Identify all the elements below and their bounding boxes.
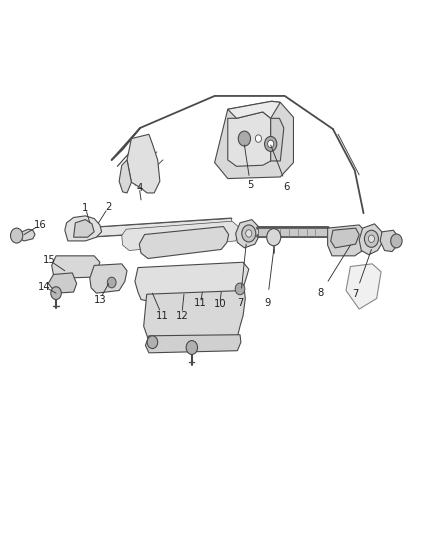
Text: 13: 13: [94, 295, 106, 304]
Polygon shape: [74, 220, 94, 237]
Polygon shape: [48, 273, 77, 293]
Text: 10: 10: [214, 299, 226, 309]
Text: 12: 12: [175, 311, 188, 320]
Circle shape: [267, 229, 281, 246]
Polygon shape: [228, 112, 271, 166]
Text: 14: 14: [39, 282, 51, 292]
Polygon shape: [127, 134, 160, 193]
Circle shape: [11, 228, 23, 243]
Circle shape: [51, 287, 61, 300]
Polygon shape: [144, 290, 245, 341]
Text: 7: 7: [237, 298, 243, 308]
Polygon shape: [119, 160, 131, 193]
Polygon shape: [258, 228, 328, 236]
Circle shape: [246, 230, 252, 237]
Text: 9: 9: [264, 298, 270, 308]
Text: 4: 4: [136, 183, 142, 192]
Circle shape: [238, 131, 251, 146]
Polygon shape: [52, 256, 100, 278]
Circle shape: [255, 135, 261, 142]
Text: 15: 15: [42, 255, 56, 265]
Circle shape: [242, 225, 256, 242]
Polygon shape: [17, 229, 35, 241]
Polygon shape: [236, 220, 259, 248]
Text: 7: 7: [353, 289, 359, 299]
Polygon shape: [346, 264, 381, 309]
Polygon shape: [83, 219, 232, 237]
Text: 6: 6: [284, 182, 290, 191]
Polygon shape: [135, 262, 249, 301]
Polygon shape: [122, 221, 240, 251]
Circle shape: [107, 277, 116, 288]
Polygon shape: [271, 118, 284, 161]
Text: 2: 2: [106, 202, 112, 212]
Polygon shape: [359, 224, 383, 255]
Text: 5: 5: [247, 181, 254, 190]
Text: 1: 1: [82, 203, 88, 213]
Circle shape: [186, 341, 198, 354]
Circle shape: [368, 235, 374, 243]
Circle shape: [265, 136, 277, 151]
Polygon shape: [380, 230, 399, 252]
Text: 11: 11: [155, 311, 169, 320]
Polygon shape: [139, 227, 229, 259]
Circle shape: [364, 230, 378, 247]
Polygon shape: [328, 225, 368, 256]
Text: 8: 8: [318, 288, 324, 298]
Circle shape: [268, 140, 274, 148]
Polygon shape: [65, 216, 102, 241]
Polygon shape: [215, 101, 293, 179]
Circle shape: [235, 283, 245, 295]
Circle shape: [147, 336, 158, 349]
Text: 16: 16: [34, 220, 47, 230]
Polygon shape: [331, 228, 359, 248]
Text: 11: 11: [194, 298, 207, 308]
Polygon shape: [90, 264, 127, 293]
Circle shape: [391, 234, 402, 248]
Polygon shape: [145, 335, 241, 353]
Polygon shape: [228, 101, 280, 118]
